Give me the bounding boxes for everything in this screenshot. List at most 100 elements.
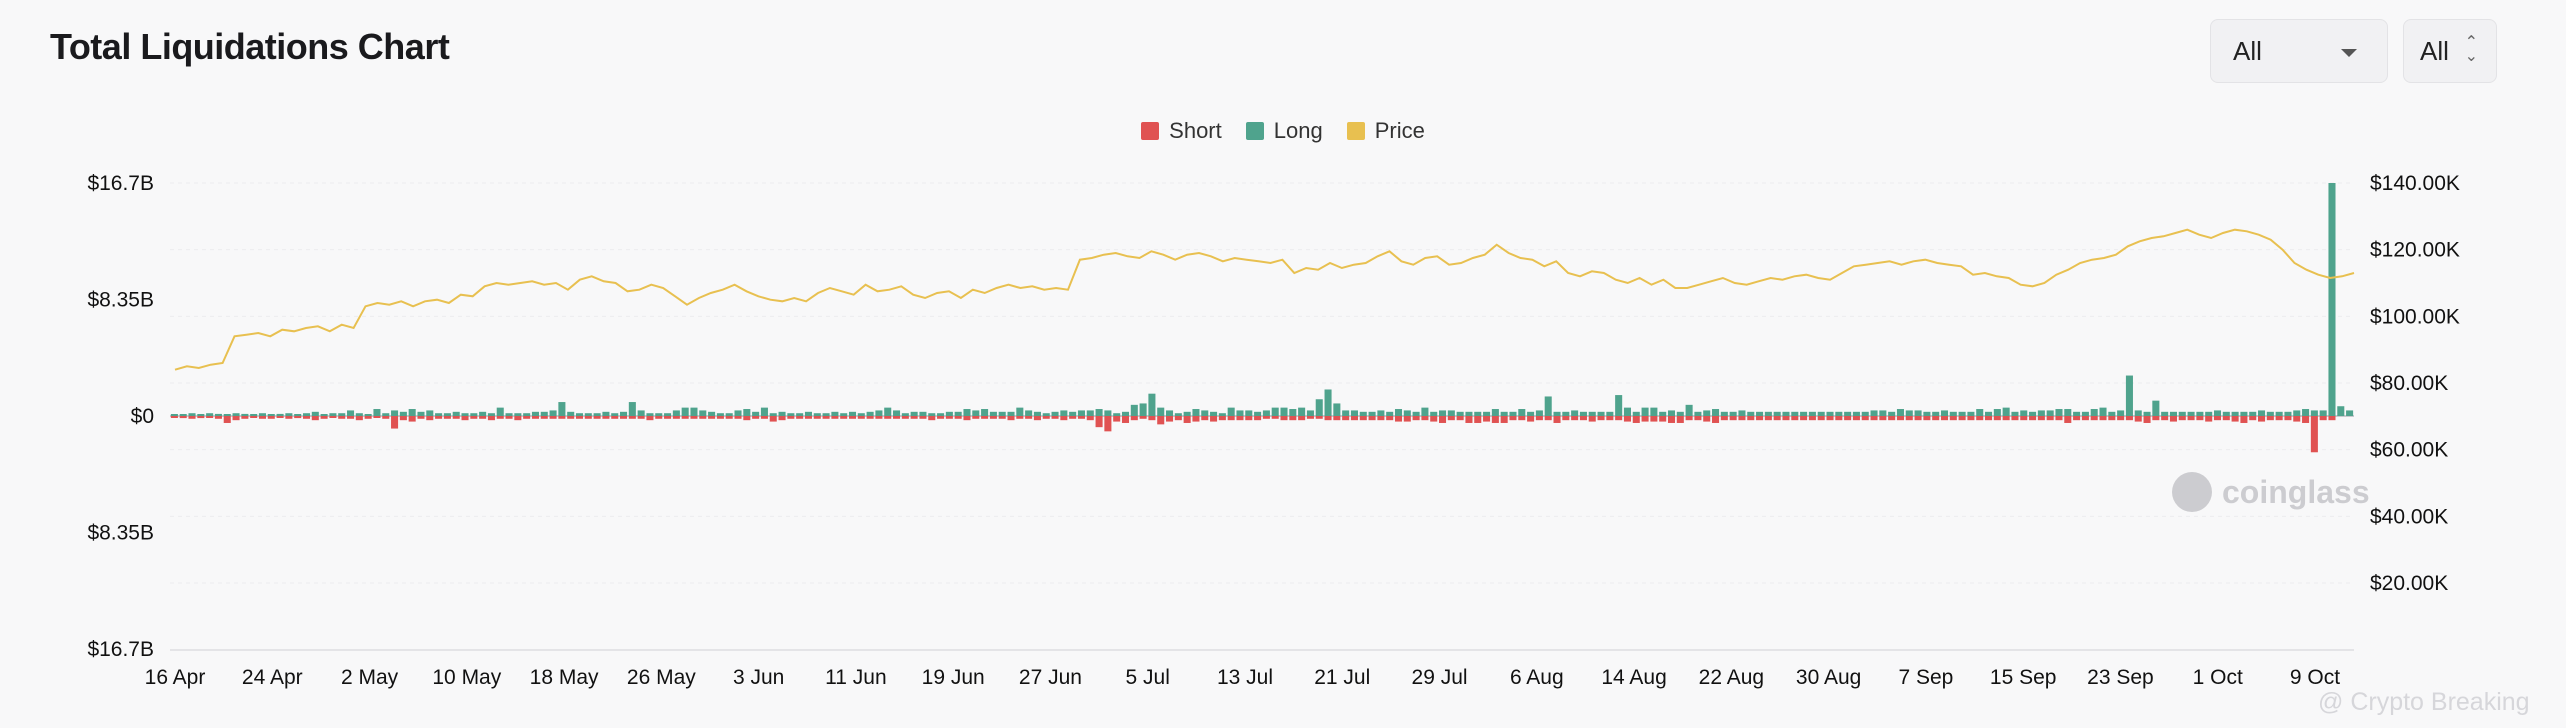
short-bar	[1342, 416, 1350, 421]
short-bar	[646, 416, 654, 421]
long-bar	[540, 411, 548, 416]
short-bar	[1685, 416, 1693, 421]
long-bar	[355, 413, 363, 416]
long-bar	[1130, 404, 1138, 416]
short-bar	[285, 416, 293, 419]
long-bar	[2029, 411, 2037, 416]
short-bar	[1835, 416, 1843, 421]
long-bar	[1888, 411, 1896, 416]
long-bar	[1377, 410, 1385, 416]
short-bar	[1958, 416, 1966, 421]
short-bar	[787, 416, 795, 419]
long-bar	[743, 409, 751, 416]
long-bar	[708, 411, 716, 416]
long-bar	[2152, 400, 2160, 416]
long-bar	[1174, 413, 1182, 416]
page-title: Total Liquidations Chart	[50, 26, 450, 67]
long-bar	[1518, 409, 1526, 416]
short-bar	[1157, 416, 1165, 425]
short-bar	[743, 416, 751, 421]
long-bar	[2258, 410, 2266, 416]
time-range-select[interactable]: All	[2210, 19, 2388, 83]
short-bar	[1439, 416, 1447, 423]
short-bar	[1183, 416, 1191, 423]
short-bar	[496, 416, 504, 419]
long-bar	[1157, 407, 1165, 416]
short-bar	[1192, 416, 1200, 422]
short-bar	[1025, 416, 1033, 419]
short-bar	[1386, 416, 1394, 421]
long-bar	[2143, 411, 2151, 416]
long-bar	[699, 410, 707, 416]
short-bar	[1069, 416, 1077, 419]
short-bar	[435, 416, 443, 419]
short-bar	[452, 416, 460, 419]
short-bar	[1403, 416, 1411, 422]
long-bar	[981, 409, 989, 416]
short-bar	[1588, 416, 1596, 422]
long-bar	[558, 402, 566, 416]
long-bar	[1623, 407, 1631, 416]
short-bar	[1535, 416, 1543, 421]
long-bar	[1025, 410, 1033, 416]
short-bar	[206, 416, 214, 418]
short-bar	[919, 416, 927, 419]
long-bar	[435, 413, 443, 416]
long-bar	[1104, 410, 1112, 416]
x-axis-tick: 10 May	[432, 666, 501, 689]
long-bar	[1201, 410, 1209, 416]
short-bar	[1262, 416, 1270, 419]
long-bar	[1148, 393, 1156, 416]
short-bar	[628, 416, 636, 419]
legend-item-long[interactable]: Long	[1245, 118, 1323, 144]
long-bar	[364, 414, 372, 416]
short-bar	[1650, 416, 1658, 422]
short-bar	[232, 416, 240, 421]
long-bar	[1447, 410, 1455, 416]
long-bar	[1051, 411, 1059, 416]
long-bar	[1280, 407, 1288, 416]
short-bar	[840, 416, 848, 419]
long-bar	[945, 411, 953, 416]
short-bar	[1826, 416, 1834, 421]
long-bar	[329, 413, 337, 416]
short-bar	[558, 416, 566, 419]
short-bar	[1579, 416, 1587, 421]
short-bar	[1870, 416, 1878, 421]
legend-label-long: Long	[1273, 118, 1323, 143]
long-bar	[1262, 410, 1270, 416]
short-bar	[1729, 416, 1737, 421]
short-bar	[373, 416, 381, 418]
price-line	[174, 228, 2355, 371]
short-bar	[531, 416, 539, 419]
long-bar	[1465, 411, 1473, 416]
right-axis-tick: $40.00K	[2370, 505, 2448, 528]
long-bar	[214, 413, 222, 416]
long-bar	[250, 414, 258, 416]
long-bar	[1571, 410, 1579, 416]
coin-select[interactable]: All ⌃ ⌄	[2403, 19, 2497, 83]
long-bar	[294, 414, 302, 416]
short-bar	[479, 416, 487, 419]
time-range-value: All	[2233, 35, 2262, 66]
short-bar	[2302, 416, 2310, 423]
long-bar	[1359, 411, 1367, 416]
legend-item-price[interactable]: Price	[1346, 118, 1425, 144]
short-bar	[813, 416, 821, 419]
legend-item-short[interactable]: Short	[1141, 118, 1222, 144]
short-bar	[197, 416, 205, 419]
short-bar	[664, 416, 672, 419]
long-bar	[426, 410, 434, 416]
long-bar	[2249, 411, 2257, 416]
x-axis-tick: 6 Aug	[1510, 666, 1564, 689]
long-bar	[2046, 410, 2054, 416]
legend-label-price: Price	[1374, 118, 1425, 143]
short-bar	[1641, 416, 1649, 422]
long-bar	[725, 413, 733, 416]
long-bar	[523, 413, 531, 416]
long-bar	[1879, 410, 1887, 416]
short-bar	[1306, 416, 1314, 419]
long-bar	[1342, 410, 1350, 416]
short-bar	[1694, 416, 1702, 421]
long-bar	[954, 411, 962, 416]
